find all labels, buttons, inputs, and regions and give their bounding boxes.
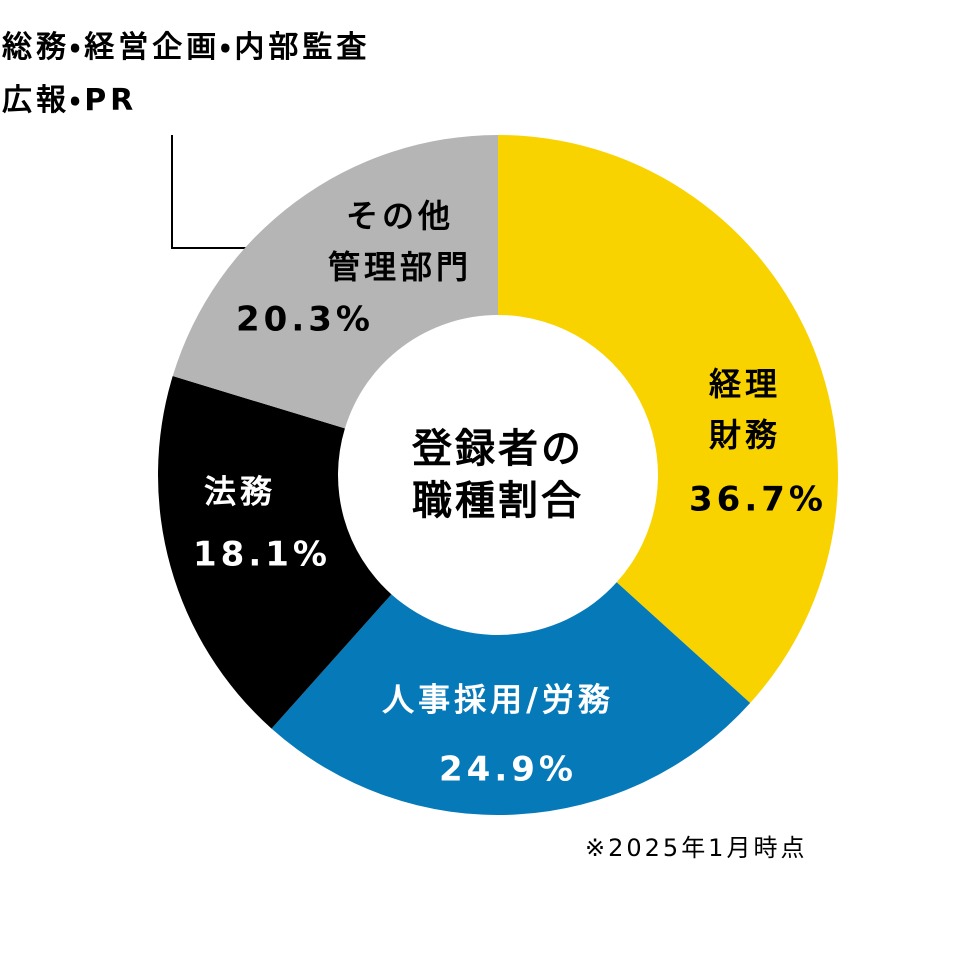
value-label: 20.3% (236, 299, 374, 340)
note: ※2025年1月時点 (585, 834, 808, 862)
annotation: 総務・経営企画・内部監査 広報・PR (2, 30, 371, 118)
donut-slice (271, 582, 751, 816)
donut-slice (158, 376, 392, 729)
donut-slice (498, 135, 838, 704)
donut-slice (172, 135, 498, 429)
chart-title: 登録者の 職種割合 (412, 426, 584, 524)
slice-label: 法務 (203, 472, 277, 511)
slice-label: 人事採用/労務 (382, 680, 614, 719)
value-label: 36.7% (689, 479, 827, 520)
slice-label: その他 管理部門 (327, 196, 473, 286)
value-label: 24.9% (439, 749, 577, 790)
slice-label: 経理 財務 (708, 364, 782, 454)
value-label: 18.1% (193, 534, 331, 575)
